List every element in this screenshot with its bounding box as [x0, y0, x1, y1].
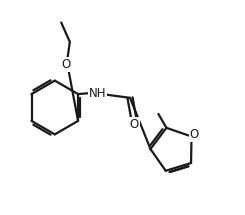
Text: NH: NH	[89, 87, 107, 100]
Text: O: O	[130, 118, 139, 131]
Text: O: O	[61, 58, 71, 71]
Text: O: O	[189, 128, 199, 141]
